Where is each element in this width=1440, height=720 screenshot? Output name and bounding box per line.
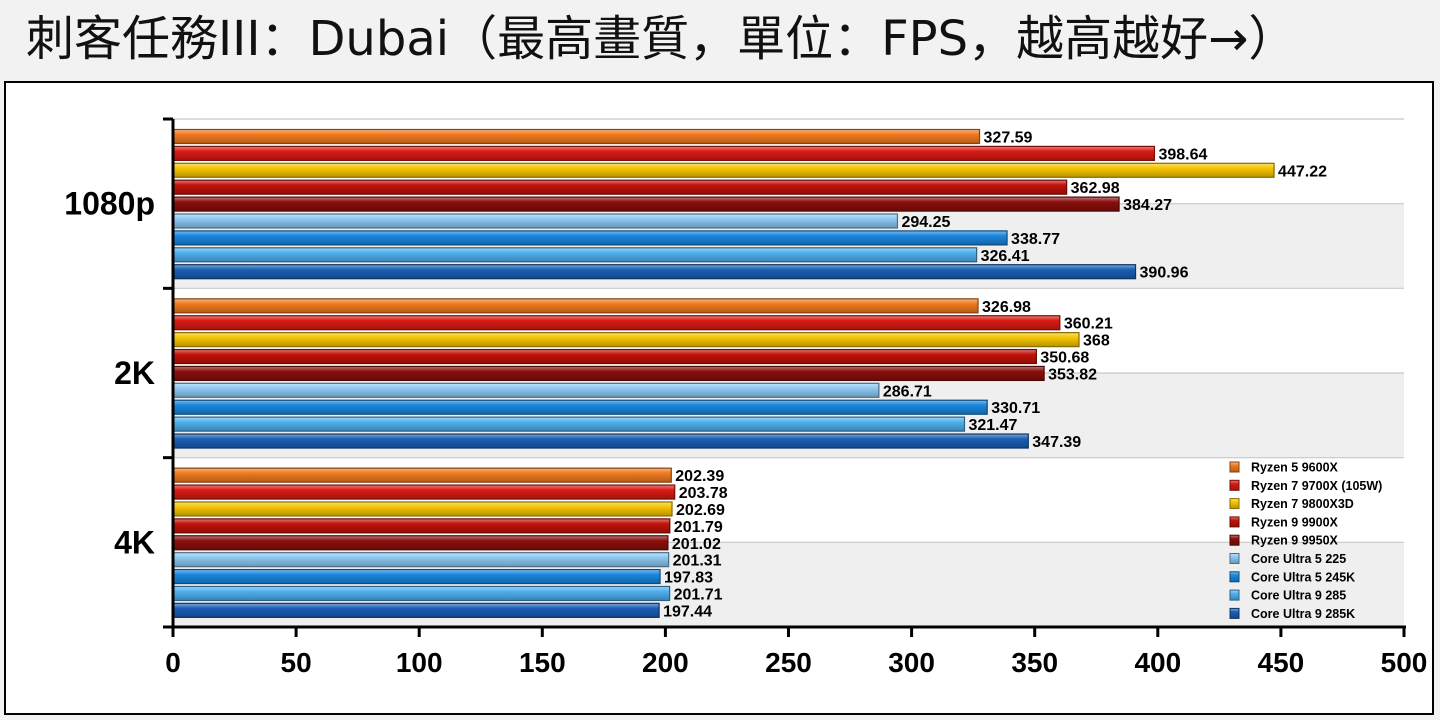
bar <box>172 416 966 432</box>
value-label: 326.41 <box>981 248 1030 265</box>
x-tick-label: 50 <box>281 647 312 678</box>
category-label: 2K <box>114 355 155 391</box>
x-tick-label: 200 <box>642 647 689 678</box>
x-tick-label: 0 <box>165 647 181 678</box>
legend-label: Ryzen 9 9950X <box>1251 534 1339 548</box>
legend-label: Ryzen 5 9600X <box>1251 461 1339 475</box>
bar <box>172 128 981 145</box>
bar <box>172 162 1275 178</box>
bar <box>172 196 1120 212</box>
value-label: 447.22 <box>1278 163 1327 180</box>
legend-swatch <box>1229 479 1240 491</box>
value-label: 390.96 <box>1140 265 1189 282</box>
bar <box>172 535 669 551</box>
value-label: 201.79 <box>674 519 723 536</box>
x-tick-label: 250 <box>765 647 812 678</box>
bar <box>172 315 1061 331</box>
value-label: 347.39 <box>1032 434 1081 451</box>
bar <box>172 145 1156 161</box>
legend-swatch <box>1229 516 1240 528</box>
value-label: 350.68 <box>1040 350 1089 367</box>
bar <box>172 247 978 263</box>
value-label: 201.02 <box>672 536 721 553</box>
x-tick-label: 500 <box>1381 647 1428 678</box>
bar <box>172 348 1037 365</box>
value-label: 201.31 <box>673 553 722 570</box>
value-label: 286.71 <box>883 383 932 400</box>
value-label: 362.98 <box>1071 180 1120 197</box>
x-tick-label: 400 <box>1134 647 1181 678</box>
category-label: 4K <box>114 524 155 560</box>
legend-swatch <box>1229 607 1240 619</box>
value-label: 330.71 <box>991 400 1040 417</box>
category-label: 1080p <box>64 186 155 222</box>
value-label: 321.47 <box>968 417 1017 434</box>
x-tick-label: 150 <box>519 647 566 678</box>
x-tick-label: 100 <box>396 647 443 678</box>
legend-label: Ryzen 7 9700X (105W) <box>1251 479 1382 493</box>
value-label: 353.82 <box>1048 366 1097 383</box>
value-label: 368 <box>1083 333 1110 350</box>
bar <box>172 213 899 229</box>
bar <box>172 518 671 534</box>
legend-swatch <box>1229 571 1240 583</box>
value-label: 203.78 <box>679 485 728 502</box>
value-label: 360.21 <box>1064 316 1113 333</box>
value-label: 294.25 <box>901 214 950 231</box>
bar <box>172 501 673 517</box>
legend-swatch <box>1229 589 1240 601</box>
bar <box>172 585 671 602</box>
legend-swatch <box>1229 553 1240 564</box>
bar <box>172 552 670 568</box>
value-label: 201.71 <box>674 586 723 603</box>
bar <box>172 433 1029 449</box>
value-label: 197.83 <box>664 570 713 587</box>
legend-label: Ryzen 9 9900X <box>1251 515 1339 529</box>
value-label: 398.64 <box>1158 146 1207 163</box>
x-tick-label: 450 <box>1258 647 1305 678</box>
bar <box>172 264 1137 280</box>
bar <box>172 602 660 618</box>
chart-title: 刺客任務III：Dubai（最高畫質，單位：FPS，越高越好→） <box>26 11 1297 67</box>
bar <box>172 179 1068 195</box>
legend-label: Core Ultra 5 245K <box>1251 570 1355 584</box>
bar <box>172 484 676 500</box>
x-tick-label: 300 <box>888 647 935 678</box>
value-label: 197.44 <box>663 603 712 620</box>
legend-swatch <box>1229 461 1240 473</box>
bar <box>172 382 880 398</box>
value-label: 326.98 <box>982 299 1031 316</box>
value-label: 202.69 <box>676 502 725 519</box>
bar <box>172 332 1080 348</box>
legend-swatch <box>1229 498 1240 510</box>
legend-label: Core Ultra 9 285K <box>1251 607 1355 621</box>
bar <box>172 568 661 585</box>
bar <box>172 399 988 415</box>
value-label: 338.77 <box>1011 231 1060 248</box>
legend-label: Core Ultra 5 225 <box>1251 552 1346 566</box>
bar <box>172 230 1008 246</box>
legend-label: Ryzen 7 9800X3D <box>1251 497 1354 511</box>
bar <box>172 467 672 483</box>
x-tick-label: 350 <box>1011 647 1058 678</box>
bar <box>172 365 1045 382</box>
value-label: 384.27 <box>1123 197 1172 214</box>
value-label: 327.59 <box>984 130 1033 147</box>
legend-label: Core Ultra 9 285 <box>1251 589 1346 603</box>
legend-swatch <box>1229 534 1240 546</box>
value-label: 202.39 <box>675 468 724 485</box>
title-bar: 刺客任務III：Dubai（最高畫質，單位：FPS，越高越好→） <box>0 0 1440 80</box>
bar <box>172 298 979 314</box>
